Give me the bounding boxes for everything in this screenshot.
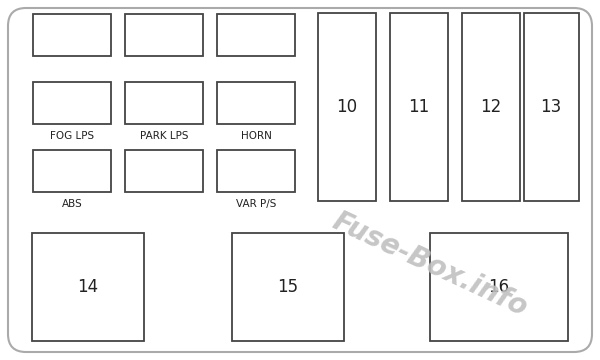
Text: ABS: ABS: [62, 199, 82, 209]
Bar: [33, 14, 111, 56]
Text: 13: 13: [541, 98, 562, 116]
Text: 16: 16: [488, 278, 509, 296]
Bar: [462, 13, 520, 201]
Bar: [217, 82, 295, 124]
Bar: [390, 13, 448, 201]
Text: VAR P/S: VAR P/S: [236, 199, 276, 209]
Text: FOG LPS: FOG LPS: [50, 131, 94, 141]
Text: 14: 14: [77, 278, 98, 296]
Text: PARK LPS: PARK LPS: [140, 131, 188, 141]
Bar: [125, 14, 203, 56]
Text: 15: 15: [277, 278, 299, 296]
Text: 12: 12: [481, 98, 502, 116]
Text: 11: 11: [409, 98, 430, 116]
Bar: [318, 13, 376, 201]
Text: HORN: HORN: [241, 131, 271, 141]
FancyBboxPatch shape: [8, 8, 592, 352]
Bar: [217, 150, 295, 192]
Bar: [232, 233, 344, 341]
Bar: [125, 150, 203, 192]
Text: 10: 10: [337, 98, 358, 116]
Bar: [33, 150, 111, 192]
Bar: [125, 82, 203, 124]
Bar: [430, 233, 568, 341]
Text: Fuse-Box.info: Fuse-Box.info: [328, 207, 532, 323]
Bar: [33, 82, 111, 124]
Bar: [217, 14, 295, 56]
Bar: [524, 13, 579, 201]
Bar: [32, 233, 144, 341]
